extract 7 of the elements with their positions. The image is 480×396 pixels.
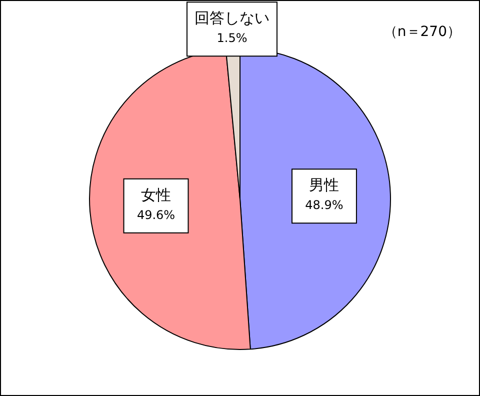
data-label: 48.9% xyxy=(305,198,344,212)
data-label: 1.5% xyxy=(216,31,248,46)
slice-label: 男性 xyxy=(309,176,340,194)
slice-label: 回答しない xyxy=(194,9,270,28)
text: （n＝270） xyxy=(383,23,461,41)
data-label: 49.6% xyxy=(136,208,176,222)
slice-label: 女性 xyxy=(141,186,171,204)
